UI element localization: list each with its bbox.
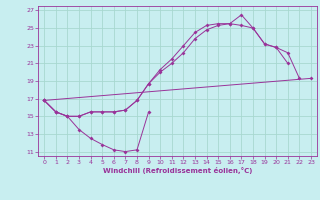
X-axis label: Windchill (Refroidissement éolien,°C): Windchill (Refroidissement éolien,°C) — [103, 167, 252, 174]
